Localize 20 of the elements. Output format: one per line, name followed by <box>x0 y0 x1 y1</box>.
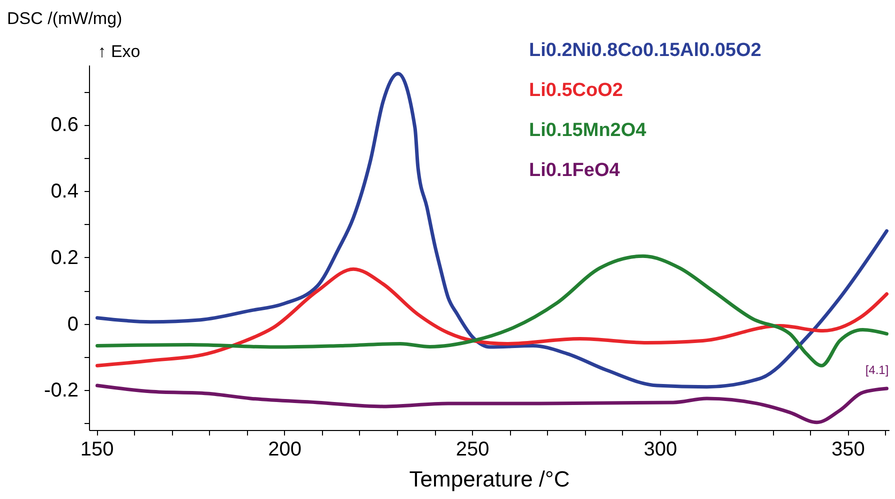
x-tick-label: 150 <box>80 438 114 460</box>
y-tick-label: -0.2 <box>44 380 78 402</box>
x-tick-label: 350 <box>832 438 865 460</box>
line-series <box>96 384 888 424</box>
x-axis-title: Temperature /°C <box>409 466 570 492</box>
y-tick-label: 0.4 <box>50 180 78 203</box>
annotation: [4.1] <box>865 363 889 377</box>
line-series <box>96 72 888 389</box>
y-tick-label: 0.2 <box>50 246 78 269</box>
y-tick-label: 0.6 <box>50 114 78 136</box>
text: Li0.15Mn2O4 <box>529 120 647 141</box>
text: ↑ Exo <box>98 42 140 61</box>
text: Li0.5CoO2 <box>529 80 623 101</box>
y-axis-title: DSC /(mW/mg) <box>7 9 122 28</box>
x-tick-label: 300 <box>644 438 678 460</box>
x-tick-label: 250 <box>456 438 490 460</box>
text: Li0.1FeO4 <box>529 160 620 181</box>
y-tick-label: 0 <box>67 313 78 336</box>
text: Li0.2Ni0.8Co0.15Al0.05O2 <box>529 40 762 61</box>
x-tick-label: 200 <box>268 438 302 460</box>
